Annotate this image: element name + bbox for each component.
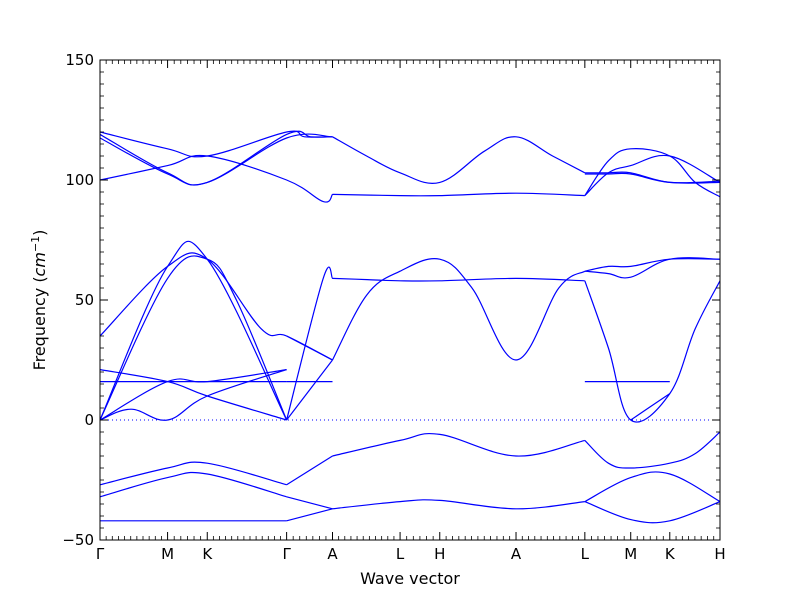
y-tick-label: 50 [75, 291, 94, 309]
phonon-band-23 [584, 258, 720, 272]
phonon-band-25 [584, 280, 720, 423]
phonon-band-27 [630, 393, 671, 421]
phonon-band-24 [584, 257, 720, 279]
phonon-band-20 [286, 266, 334, 421]
y-tick-label: 150 [65, 51, 94, 69]
x-tick-label-12: H [714, 545, 725, 563]
x-tick-label-7: H [434, 545, 445, 563]
x-tick-label-2: M [161, 545, 174, 563]
phonon-band-14 [100, 369, 287, 421]
phonon-band-17 [100, 369, 287, 421]
y-axis-label-exponent: −1 [29, 236, 42, 252]
phonon-band-21 [332, 277, 585, 282]
phonon-band-16 [100, 369, 287, 421]
y-tick-label: 0 [84, 411, 94, 429]
phonon-band-37 [332, 499, 585, 510]
phonon-band-39 [584, 501, 720, 524]
x-tick-label-9: L [581, 545, 590, 563]
plot-frame [99, 59, 721, 541]
phonon-band-36 [286, 508, 333, 522]
x-tick-label-11: K [665, 545, 676, 563]
y-tick-label: −50 [62, 531, 94, 549]
phonon-band-22 [331, 257, 586, 361]
x-axis-label: Wave vector [360, 569, 460, 588]
labels-group: −50 0 50 100 150 Γ M K Γ A L H A L M K H [62, 51, 725, 563]
phonon-band-12 [100, 255, 288, 421]
phonon-band-33 [100, 471, 287, 498]
phonon-band-18 [286, 335, 333, 361]
y-axis-label-unit: cm [30, 252, 49, 276]
phonon-band-30 [332, 433, 585, 457]
ticks-group [99, 59, 721, 541]
x-tick-label-5: A [327, 545, 338, 563]
x-tick-label-3: K [202, 545, 213, 563]
phonon-band-32 [100, 461, 287, 486]
x-tick-label-1: Γ [96, 545, 105, 563]
bands-group [100, 130, 720, 524]
phonon-band-2 [100, 130, 333, 186]
y-axis-label-suffix: ) [30, 230, 49, 236]
x-tick-label-8: A [511, 545, 522, 563]
x-tick-label-10: M [624, 545, 637, 563]
phonon-band-29 [286, 455, 333, 486]
phonon-band-19 [286, 359, 333, 421]
phonon-band-4 [100, 154, 333, 203]
phonon-band-10 [584, 154, 720, 197]
x-tick-label-6: L [396, 545, 405, 563]
phonon-band-13 [100, 240, 288, 421]
phonon-band-35 [286, 496, 333, 510]
y-tick-label: 100 [65, 171, 94, 189]
phonon-band-1 [100, 130, 333, 158]
phonon-band-5 [332, 136, 586, 184]
x-tick-label-4: Γ [282, 545, 291, 563]
phonon-band-9 [584, 148, 720, 198]
phonon-band-3 [100, 133, 333, 186]
y-axis-label-prefix: Frequency ( [30, 276, 49, 370]
y-axis-label: Frequency (cm−1) [29, 230, 50, 371]
phonon-band-8 [584, 172, 720, 184]
phonon-band-38 [584, 471, 720, 503]
phonon-band-6 [332, 192, 585, 197]
phonon-band-31 [584, 431, 720, 469]
